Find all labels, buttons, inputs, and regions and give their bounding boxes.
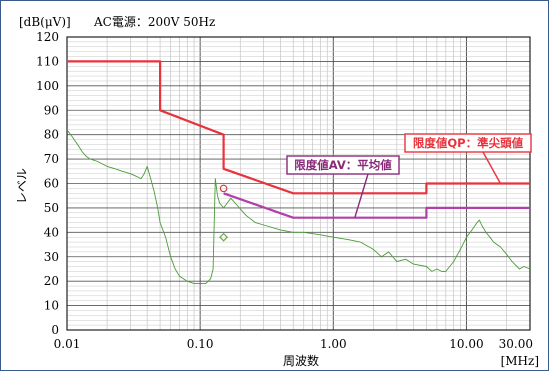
av-annotation-text: 限度値AV：平均値: [294, 158, 392, 172]
x-tick-label: 0.01: [54, 337, 81, 351]
y-tick-label: 60: [44, 177, 59, 191]
x-tick-label: 1.00: [320, 337, 347, 351]
y-tick-label: 30: [44, 250, 59, 264]
y-tick-label: 40: [44, 225, 59, 239]
y-axis-label: レベル: [15, 168, 29, 204]
qp-measure-marker: [219, 184, 228, 193]
series-layer: [66, 60, 531, 285]
av-limit-line: [223, 192, 530, 219]
qp-annotation-box: [404, 133, 532, 153]
y-tick-label: 90: [44, 103, 59, 117]
x-tick-label: 10.00: [449, 337, 483, 351]
av-annotation-leader: [354, 173, 369, 218]
condition-label: AC電源：200V 50Hz: [93, 15, 215, 29]
x-axis-label: 周波数: [283, 353, 319, 368]
av-annotation-box: [286, 155, 400, 175]
y-tick-label: 0: [51, 323, 59, 337]
x-tick-label: 30.00: [499, 337, 533, 351]
qp-annotation-leader: [482, 151, 502, 184]
y-tick-label: 80: [44, 128, 59, 142]
y-tick-label: 110: [36, 54, 59, 68]
marker-layer: [219, 184, 229, 242]
y-tick-label: 50: [44, 201, 59, 215]
qp-annotation-text: 限度値QP：準尖頭値: [413, 136, 524, 150]
x-unit-label: [MHz]: [501, 354, 539, 368]
qp-limit-line: [67, 60, 530, 195]
unit-label: [dB(μV)]: [19, 15, 71, 29]
av-measure-marker: [219, 232, 229, 242]
tick-labels: 0 10 20 30 40 50 60 70 80 90 100 110 120 0.01 0.10 1.00…: [36, 30, 533, 351]
y-tick-label: 100: [36, 79, 59, 93]
y-tick-label: 20: [44, 274, 59, 288]
y-tick-label: 10: [44, 299, 59, 313]
y-tick-label: 120: [36, 30, 59, 44]
measured-emission-line: [66, 129, 531, 285]
y-tick-label: 70: [44, 152, 59, 166]
x-tick-label: 0.10: [187, 337, 214, 351]
